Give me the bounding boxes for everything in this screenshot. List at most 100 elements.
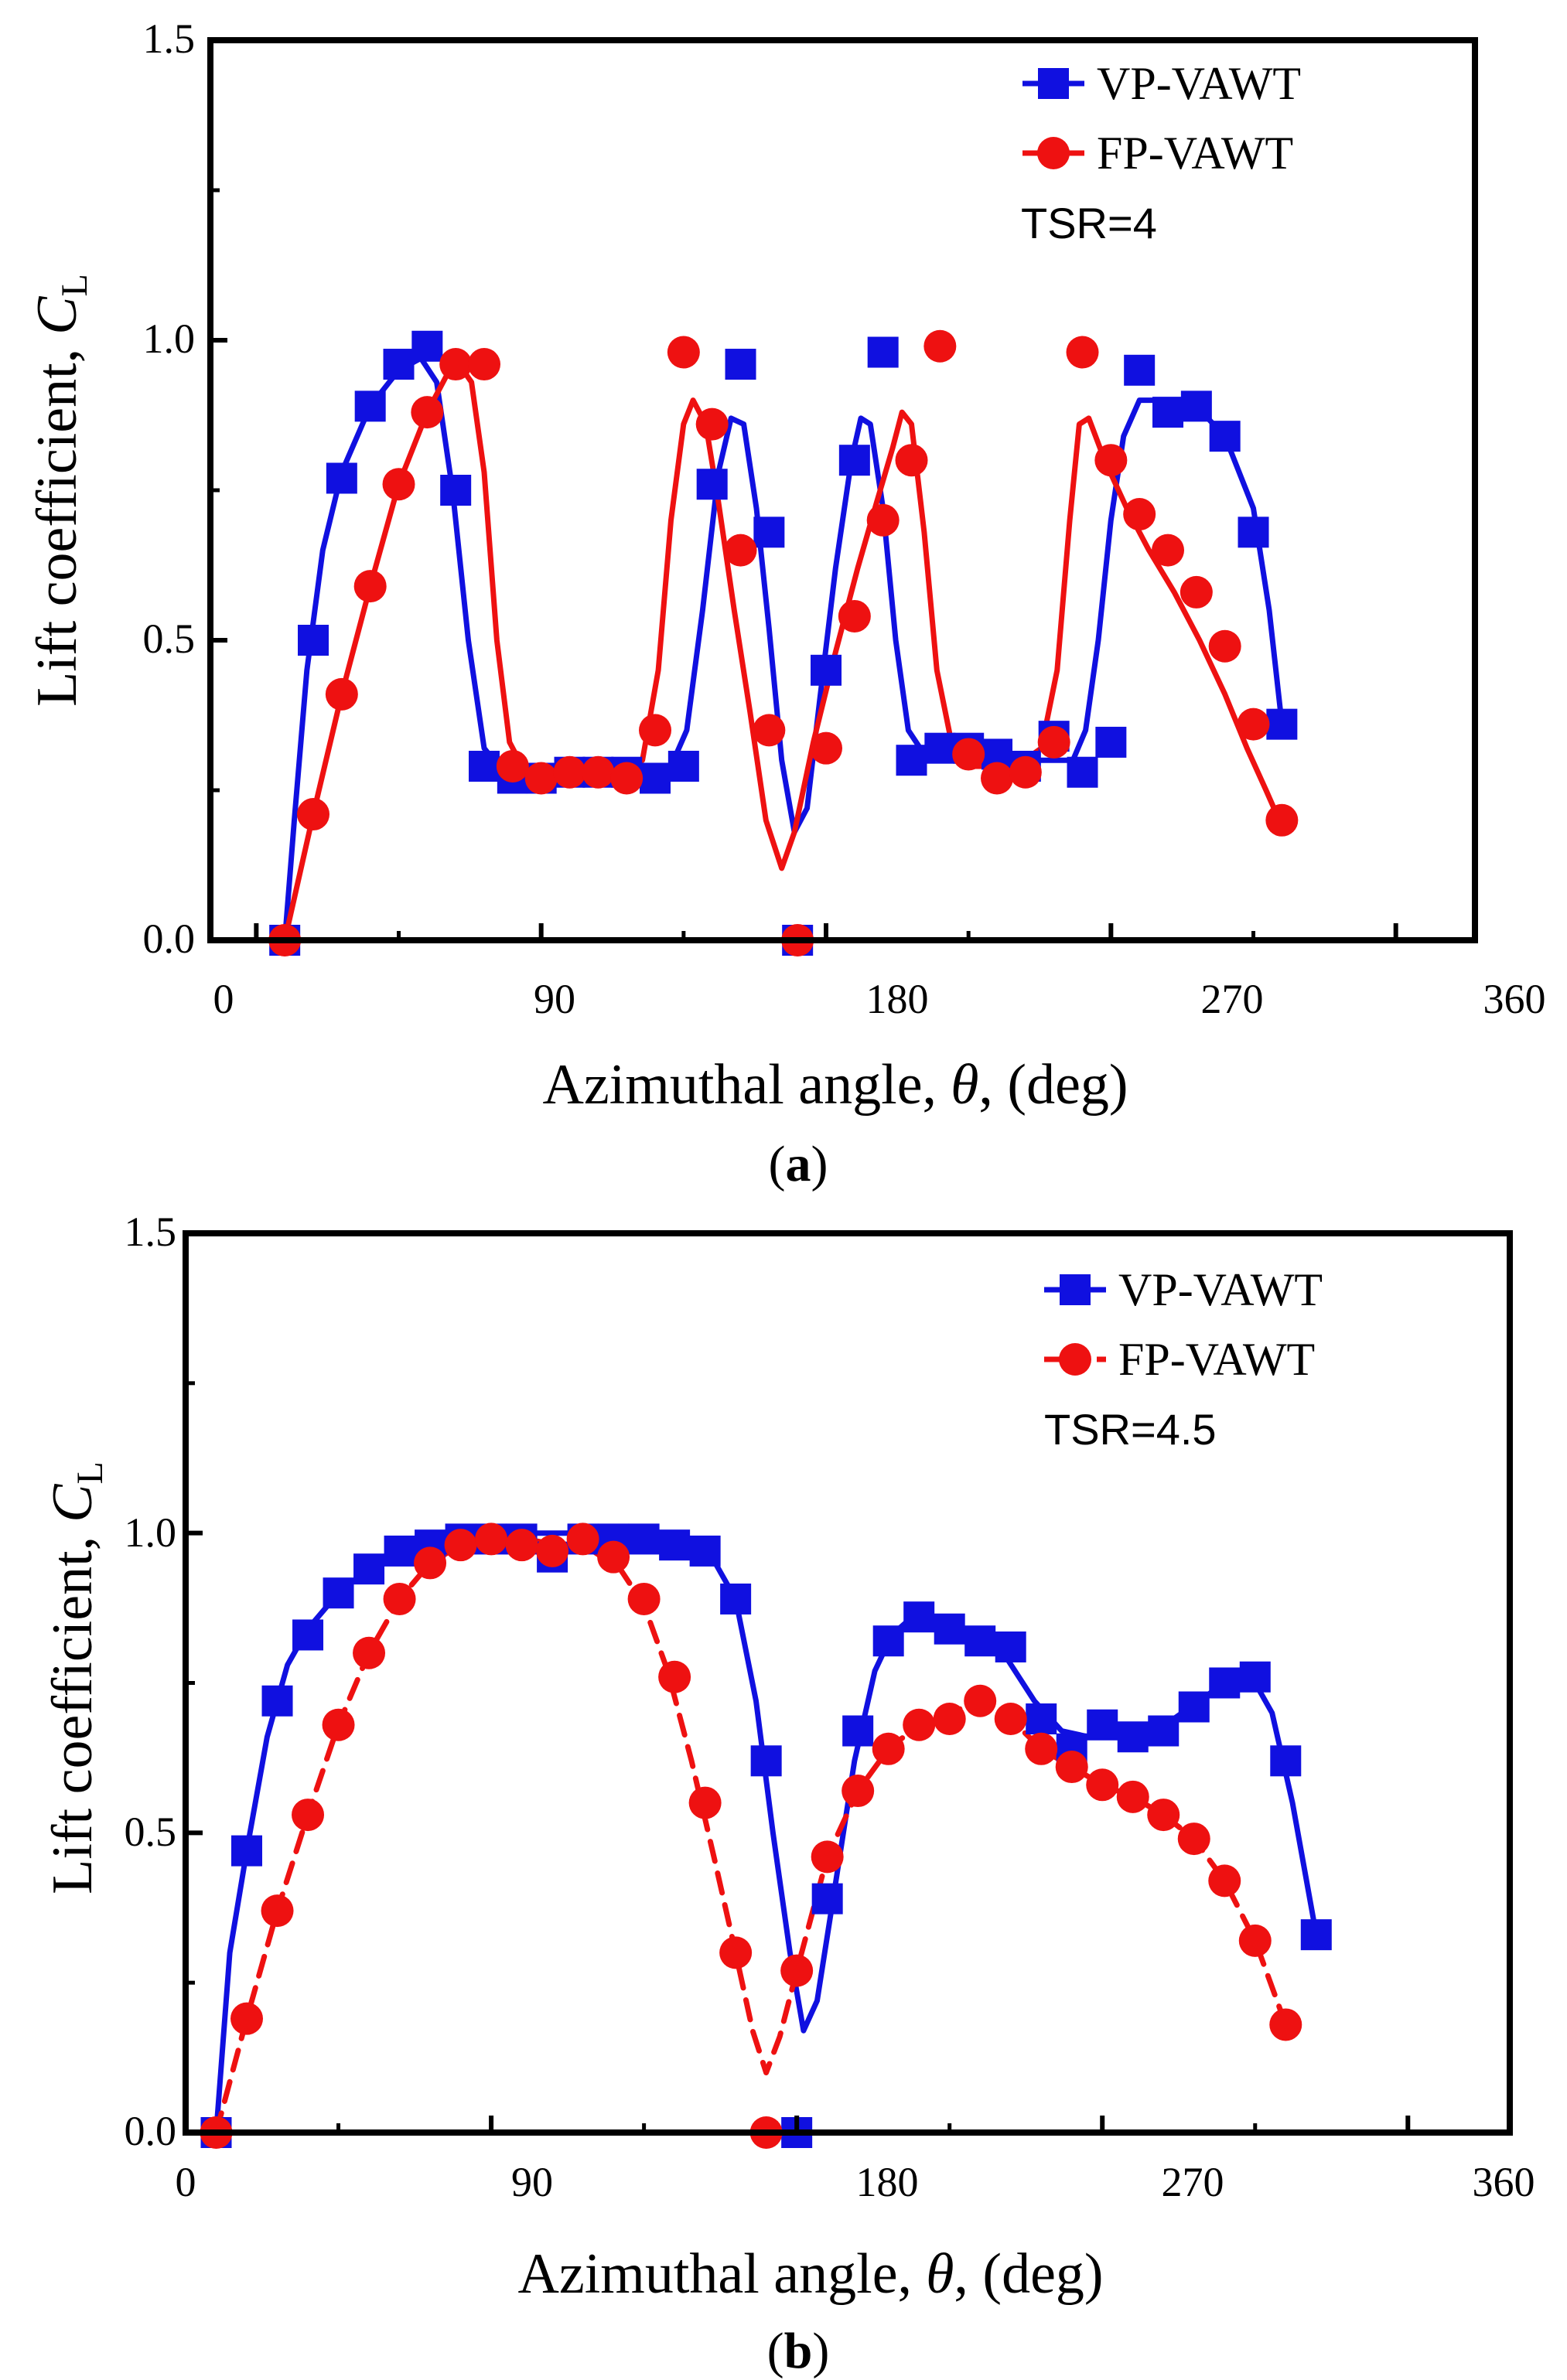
- panel-a-fp-vawt-marker: [353, 570, 387, 603]
- panel-a-curves: [282, 355, 1285, 940]
- panel-b-xtick-label: 360: [1473, 2159, 1535, 2205]
- panel-b-ytick-label: 0.5: [125, 1809, 177, 1855]
- panel-b-xtick-label: 180: [856, 2159, 919, 2205]
- panel-a-vp-vawt-marker: [1180, 390, 1212, 422]
- panel-b-fp-vawt-marker: [353, 1636, 386, 1669]
- panel-b-xlabel-symbol: θ: [926, 2242, 954, 2306]
- panel-a-vp-vawt-marker: [1095, 726, 1127, 758]
- panel-a-fp-vawt-marker: [1066, 336, 1099, 369]
- panel-a-vp-vawt-marker: [1209, 421, 1241, 452]
- legend-fp-marker: [1037, 137, 1070, 169]
- panel-b-fp-vawt-marker: [536, 1534, 569, 1567]
- panel-a-xlabel: Azimuthal angle, θ, (deg): [542, 1053, 1128, 1117]
- panel-b-vp-vawt-marker: [811, 1883, 843, 1915]
- panel-b-fp-vawt-marker: [994, 1703, 1027, 1736]
- panel-b-vp-vawt-line: [213, 1530, 1319, 2133]
- panel-a-fp-vawt-marker: [468, 348, 501, 381]
- panel-a-vp-vawt-marker: [1238, 517, 1269, 548]
- panel-a-vp-vawt-marker: [667, 750, 699, 782]
- panel-b-vp-vawt-marker: [1148, 1715, 1180, 1747]
- panel-b-ylabel-symbol: C: [41, 1483, 104, 1522]
- panel-b-xlabel-prefix: Azimuthal angle,: [517, 2242, 912, 2306]
- panel-b-label: (b): [767, 2323, 830, 2379]
- panel-a-gridlines-and-series: [268, 329, 1299, 956]
- panel-a-vp-vawt-marker: [326, 462, 357, 494]
- panel-b-vp-vawt-marker: [995, 1631, 1026, 1662]
- panel-b-label-letter: b: [784, 2323, 813, 2379]
- panel-a-fp-vawt-marker: [1123, 498, 1156, 531]
- panel-b-vp-vawt-marker: [1239, 1661, 1271, 1693]
- panel-b-fp-vawt-marker: [964, 1684, 997, 1717]
- panel-a-fp-vawt-marker: [838, 599, 871, 633]
- panel-a-ylabel: Lift coefficient, CL: [26, 274, 95, 707]
- panel-b-ticks: [183, 1231, 1411, 2135]
- panel-a-fp-vawt-marker: [724, 534, 757, 567]
- panel-b-fp-vawt-marker: [566, 1522, 599, 1556]
- panel-a-fp-vawt-marker: [496, 749, 529, 783]
- panel-b-fp-vawt-marker: [1147, 1799, 1180, 1832]
- panel-b: 0.0 0.5 1.0 1.5 0 90 180 270 360 Azimuth…: [41, 1209, 1535, 2379]
- panel-b-vp-vawt-marker: [628, 1523, 660, 1555]
- panel-a-fp-vawt-marker: [810, 731, 843, 765]
- panel-a-annotation: TSR=4: [1021, 199, 1157, 247]
- panel-a-fp-vawt-marker: [297, 798, 330, 831]
- panel-b-fp-vawt-marker: [933, 1703, 966, 1736]
- panel-a-fp-vawt-marker: [753, 714, 786, 747]
- panel-b-legend-fp-label: FP-VAWT: [1118, 1334, 1315, 1385]
- panel-a-vp-vawt-marker: [838, 445, 870, 476]
- panel-a-label: (a): [769, 1136, 828, 1192]
- panel-b-vp-vawt-marker: [903, 1601, 935, 1633]
- panel-a-fp-vawt-marker: [1265, 803, 1299, 837]
- panel-b-fp-vawt-marker: [780, 1954, 814, 1987]
- panel-b-fp-vawt-marker: [1055, 1751, 1088, 1784]
- panel-b-fp-vawt-marker: [627, 1582, 661, 1615]
- panel-a-fp-vawt-line: [282, 361, 1285, 940]
- panel-b-fp-vawt-marker: [597, 1540, 630, 1574]
- panel-b-vp-vawt-marker: [231, 1835, 263, 1867]
- panel-b-fp-vawt-marker: [1177, 1823, 1210, 1856]
- panel-a-ytick-label: 0.0: [143, 916, 196, 962]
- panel-a-fp-vawt-marker: [1009, 755, 1042, 789]
- panel-a-label-letter: a: [786, 1136, 811, 1192]
- panel-a-fp-vawt-marker: [923, 329, 957, 363]
- panel-a-fp-vawt-marker: [553, 755, 586, 789]
- panel-a-vp-vawt-marker: [411, 330, 443, 362]
- panel-b-ytick-label: 1.5: [125, 1209, 177, 1255]
- panel-b-ytick-label: 0.0: [125, 2108, 177, 2154]
- panel-b-vp-vawt-marker: [1300, 1919, 1332, 1951]
- panel-a-markers: [268, 329, 1299, 956]
- panel-a-ytick-label: 1.0: [143, 315, 196, 362]
- panel-a-legend: VP-VAWT FP-VAWT: [1022, 58, 1301, 179]
- panel-a-vp-vawt-marker: [1067, 756, 1098, 788]
- panel-b-fp-vawt-marker: [1269, 2008, 1302, 2041]
- panel-a-ticks: [210, 38, 1398, 943]
- panel-a-vp-vawt-line: [282, 355, 1285, 940]
- panel-a-vp-vawt-marker: [1124, 354, 1156, 386]
- panel-b-vp-vawt-marker: [750, 1745, 782, 1777]
- panel-a-xtick-label: 180: [866, 976, 929, 1022]
- panel-a-fp-vawt-marker: [895, 444, 928, 477]
- panel-a-vp-vawt-marker: [896, 745, 927, 776]
- panel-b-ylabel: Lift coefficient, CL: [41, 1461, 111, 1894]
- panel-b-fp-vawt-marker: [261, 1894, 294, 1928]
- panel-a-fp-vawt-marker: [610, 762, 644, 795]
- panel-b-fp-vawt-marker: [505, 1529, 538, 1562]
- panel-a-vp-vawt-marker: [354, 390, 386, 422]
- panel-a-vp-vawt-marker: [440, 475, 472, 506]
- panel-b-vp-vawt-marker: [659, 1529, 691, 1561]
- panel-b-fp-vawt-marker: [719, 1936, 753, 1969]
- panel-a-legend-vp-label: VP-VAWT: [1097, 58, 1301, 109]
- panel-a-fp-vawt-marker: [981, 762, 1014, 795]
- panel-a-xtick-label: 360: [1483, 976, 1546, 1022]
- panel-b-fp-vawt-marker: [1116, 1780, 1149, 1813]
- panel-a-fp-vawt-marker: [1152, 534, 1185, 567]
- panel-a-fp-vawt-marker: [325, 677, 358, 711]
- panel-a-ylabel-sub: L: [54, 274, 95, 296]
- panel-a-ytick-label: 0.5: [143, 615, 196, 662]
- panel-a-vp-vawt-marker: [640, 762, 671, 794]
- panel-b-vp-vawt-marker: [1117, 1721, 1149, 1753]
- panel-b-vp-vawt-marker: [292, 1619, 324, 1651]
- panel-a-xtick-label: 0: [213, 976, 234, 1022]
- panel-b-vp-vawt-marker: [1209, 1667, 1241, 1699]
- legend-vp-marker: [1060, 1274, 1091, 1305]
